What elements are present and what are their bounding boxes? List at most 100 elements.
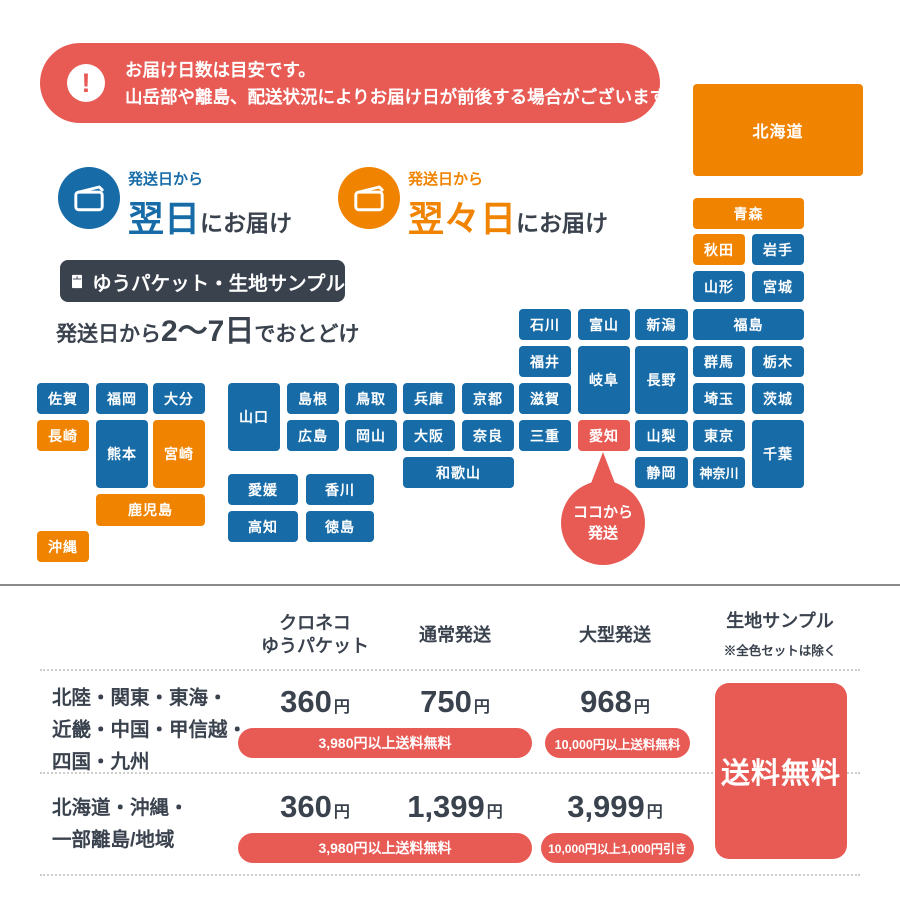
prefecture-box: 群馬 [693, 346, 745, 377]
discount-pill: 10,000円以上1,000円引き [541, 833, 694, 863]
prefecture-box: 大阪 [403, 420, 455, 451]
package-icon [338, 167, 400, 229]
prefecture-box: 埼玉 [693, 383, 745, 414]
packet-suffix: でおとどけ [254, 323, 360, 346]
packet-delivery-time: 発送日から2〜7日でおとどけ [56, 306, 359, 350]
section-divider [0, 584, 900, 586]
prefecture-box: 熊本 [96, 420, 148, 488]
prefecture-box: 神奈川 [693, 457, 745, 488]
prefecture-box: 秋田 [693, 234, 745, 265]
price-unit: 円 [486, 804, 503, 821]
ship-from-bubble: ココから 発送 [561, 481, 645, 565]
prefecture-box: 岩手 [752, 234, 804, 265]
price-cell: 360 円 [245, 789, 385, 825]
column-header-kuroneko: クロネコ ゆうパケット [245, 612, 385, 658]
packet-badge: ゆうパケット・生地サンプル [60, 260, 345, 302]
prefecture-box: 三重 [519, 420, 571, 451]
region-line: 北陸・関東・東海・ [52, 687, 228, 709]
price-cell: 360 円 [245, 684, 385, 720]
dotted-divider [40, 669, 860, 671]
prefecture-box: 長崎 [37, 420, 89, 451]
price-amount: 1,399 [407, 789, 485, 824]
region-line: 一部離島/地域 [52, 829, 175, 851]
free-shipping-box: 送料無料 [715, 683, 847, 859]
prefecture-box: 和歌山 [403, 457, 514, 488]
delivery-prefix: 発送日から [408, 171, 484, 188]
column-header-large: 大型発送 [579, 625, 651, 645]
price-unit: 円 [333, 804, 350, 821]
ship-from-line-1: ココから [572, 504, 633, 521]
prefecture-box: 島根 [287, 383, 339, 414]
prefecture-box: 茨城 [752, 383, 804, 414]
delivery-option-two-days: 発送日から 翌々日にお届け [408, 168, 608, 242]
discount-pill: 3,980円以上送料無料 [238, 728, 532, 758]
region-label-mainland: 北陸・関東・東海・ 近畿・中国・甲信越・ 四国・九州 [52, 682, 247, 778]
notice-banner: ! お届け日数は目安です。 山岳部や離島、配送状況によりお届け日が前後する場合が… [40, 43, 683, 123]
prefecture-box: 宮崎 [153, 420, 205, 488]
discount-pill: 3,980円以上送料無料 [238, 833, 532, 863]
prefecture-box: 栃木 [752, 346, 804, 377]
envelope-icon [72, 274, 83, 288]
prefecture-box: 愛媛 [228, 474, 298, 505]
price-cell: 1,399 円 [385, 789, 525, 825]
dotted-divider [40, 874, 860, 876]
prefecture-box: 山口 [228, 383, 280, 451]
column-header-normal: 通常発送 [419, 625, 491, 645]
delivery-highlight: 翌日 [128, 198, 201, 239]
prefecture-box: 福井 [519, 346, 571, 377]
prefecture-box: 東京 [693, 420, 745, 451]
notice-text: お届け日数は目安です。 山岳部や離島、配送状況によりお届け日が前後する場合がござ… [125, 57, 683, 111]
delivery-highlight: 翌々日 [408, 198, 517, 239]
prefecture-box: 大分 [153, 383, 205, 414]
discount-pill: 10,000円以上送料無料 [545, 728, 690, 758]
ship-from-line-2: 発送 [587, 525, 618, 542]
prefecture-box: 高知 [228, 511, 298, 542]
price-amount: 360 [280, 789, 332, 824]
prefecture-box: 広島 [287, 420, 339, 451]
region-line: 近畿・中国・甲信越・ [52, 719, 248, 741]
price-unit: 円 [333, 699, 350, 716]
prefecture-box: 北海道 [693, 84, 863, 176]
prefecture-box: 宮城 [752, 271, 804, 302]
column-header-sample-note: ※全色セットは除く [723, 644, 837, 658]
dotted-divider [40, 772, 860, 774]
prefecture-box: 新潟 [635, 309, 688, 340]
prefecture-box: 静岡 [635, 457, 688, 488]
price-cell: 968 円 [545, 684, 685, 720]
parcel-glyph [354, 185, 384, 212]
region-line: 北海道・沖縄・ [52, 797, 189, 819]
package-icon [58, 167, 120, 229]
prefecture-box: 奈良 [462, 420, 514, 451]
prefecture-box: 岡山 [345, 420, 397, 451]
column-header-line: ゆうパケット [261, 636, 369, 656]
prefecture-box: 青森 [693, 198, 804, 229]
prefecture-box: 京都 [462, 383, 514, 414]
prefecture-box: 鹿児島 [96, 494, 205, 526]
notice-line-2: 山岳部や離島、配送状況によりお届け日が前後する場合がございます。 [125, 87, 683, 107]
ship-from-bubble-tail [590, 452, 616, 486]
exclamation-icon: ! [67, 64, 105, 102]
price-amount: 360 [280, 684, 332, 719]
prefecture-box: 福岡 [96, 383, 148, 414]
column-header-line: クロネコ [279, 613, 351, 633]
prefecture-box: 沖縄 [37, 531, 89, 562]
packet-highlight: 2〜7日 [161, 315, 255, 348]
prefecture-box: 山梨 [635, 420, 688, 451]
prefecture-box: 千葉 [752, 420, 804, 488]
prefecture-box: 香川 [306, 474, 374, 505]
delivery-suffix: にお届け [200, 210, 293, 236]
parcel-glyph [74, 185, 104, 212]
prefecture-box: 鳥取 [345, 383, 397, 414]
price-amount: 968 [580, 684, 632, 719]
price-cell: 750 円 [385, 684, 525, 720]
prefecture-box: 福島 [693, 309, 804, 340]
prefecture-box: 石川 [519, 309, 571, 340]
packet-prefix: 発送日から [56, 323, 161, 346]
price-amount: 3,999 [567, 789, 645, 824]
prefecture-box: 岐阜 [578, 346, 630, 414]
prefecture-box: 富山 [578, 309, 630, 340]
delivery-prefix: 発送日から [128, 171, 204, 188]
column-header-sample: 生地サンプル [726, 611, 834, 631]
